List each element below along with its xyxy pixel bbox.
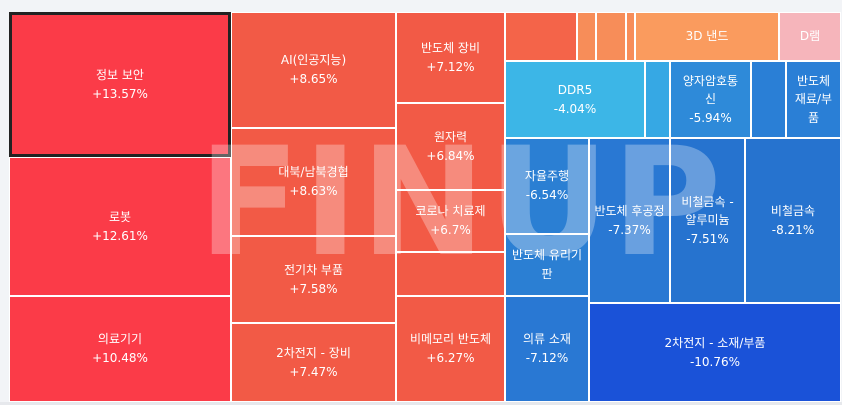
- tile-change: -10.76%: [689, 354, 741, 369]
- tile-change: +8.63%: [289, 184, 338, 198]
- tile-name: 원자력: [433, 129, 468, 144]
- treemap-tile-info-security[interactable]: 정보 보안 +13.57%: [9, 12, 231, 157]
- treemap-tile-3d-nand[interactable]: 3D 낸드: [635, 12, 779, 61]
- tile-change: -7.12%: [525, 351, 569, 365]
- treemap-tile-semi-backend[interactable]: 반도체 후공정 -7.37%: [589, 138, 670, 303]
- tile-change: -8.21%: [771, 222, 815, 237]
- tile-name: AI(인공지능): [280, 53, 347, 68]
- treemap-tile-ev-parts[interactable]: 전기차 부품 +7.58%: [231, 236, 396, 323]
- tile-name: 의류 소재: [523, 332, 571, 347]
- tile-change: +7.47%: [289, 364, 338, 379]
- treemap-tile-small-3[interactable]: [596, 12, 626, 61]
- treemap-tile-small-7[interactable]: [751, 61, 786, 138]
- tile-name: 반도체 후공정: [594, 203, 665, 218]
- tile-name: 2차전지 - 장비: [276, 345, 351, 360]
- treemap-tile-north-korea[interactable]: 대북/남북경협 +8.63%: [231, 128, 396, 236]
- treemap-tile-small-2[interactable]: [577, 12, 596, 61]
- tile-name: 정보 보안: [96, 67, 144, 82]
- tile-name: 2차전지 - 소재/부품: [664, 335, 766, 350]
- tile-change: -6.54%: [525, 188, 569, 202]
- treemap-tile-semi-material[interactable]: 반도체 재료/부품: [786, 61, 841, 138]
- tile-name: 양자암호통신: [682, 73, 739, 107]
- tile-name: 전기차 부품: [283, 262, 343, 277]
- treemap-tile-autonomous[interactable]: 자율주행 -6.54%: [505, 138, 589, 234]
- tile-name: 비철금속: [770, 203, 816, 218]
- tile-change: +6.27%: [426, 351, 475, 365]
- treemap-tile-covid[interactable]: 코로나 치료제 +6.7%: [396, 190, 505, 252]
- treemap-tile-nuclear[interactable]: 원자력 +6.84%: [396, 103, 505, 190]
- tile-name: 반도체 장비: [420, 40, 480, 55]
- treemap-tile-robot[interactable]: 로봇 +12.61%: [9, 157, 231, 296]
- treemap-tile-battery-equip[interactable]: 2차전지 - 장비 +7.47%: [231, 323, 396, 402]
- tile-name: 비메모리 반도체: [409, 332, 492, 347]
- treemap-tile-semi-equip[interactable]: 반도체 장비 +7.12%: [396, 12, 505, 103]
- treemap-tile-small-1[interactable]: [505, 12, 577, 61]
- treemap-tile-medical-device[interactable]: 의료기기 +10.48%: [9, 296, 231, 402]
- tile-change: -5.94%: [689, 110, 732, 125]
- tile-name: 비철금속 - 알루미늄: [681, 194, 734, 228]
- treemap-tile-semi-glass[interactable]: 반도체 유리기판: [505, 234, 589, 296]
- tile-change: +7.58%: [289, 281, 338, 296]
- treemap-tile-non-memory[interactable]: 비메모리 반도체 +6.27%: [396, 296, 505, 402]
- treemap-tile-textile[interactable]: 의류 소재 -7.12%: [505, 296, 589, 402]
- treemap-tile-battery-material[interactable]: 2차전지 - 소재/부품 -10.76%: [589, 303, 841, 402]
- tile-name: 의료기기: [97, 332, 143, 347]
- treemap-tile-non-ferrous[interactable]: 비철금속 -8.21%: [745, 138, 841, 303]
- tile-name: DDR5: [557, 82, 593, 97]
- tile-change: +6.84%: [426, 148, 475, 163]
- tile-name: 로봇: [108, 209, 132, 224]
- tile-change: +8.65%: [289, 72, 338, 86]
- treemap-tile-non-ferrous-al[interactable]: 비철금속 - 알루미늄 -7.51%: [670, 138, 745, 303]
- treemap-tile-ai[interactable]: AI(인공지능) +8.65%: [231, 12, 396, 128]
- treemap-tile-ddr5[interactable]: DDR5 -4.04%: [505, 61, 645, 138]
- tile-name: 코로나 치료제: [415, 204, 486, 219]
- tile-name: 반도체 재료/부품: [794, 73, 833, 125]
- tile-name: 반도체 유리기판: [511, 248, 583, 281]
- tile-name: 자율주행: [524, 169, 570, 184]
- tile-change: +6.7%: [430, 223, 471, 237]
- tile-change: +12.61%: [92, 228, 148, 243]
- tile-change: -4.04%: [553, 101, 597, 116]
- tile-change: +10.48%: [92, 351, 148, 365]
- tile-change: -7.37%: [608, 222, 651, 237]
- treemap-tile-misc-1[interactable]: [396, 252, 505, 296]
- bottom-divider: [0, 402, 842, 405]
- tile-name: 대북/남북경협: [278, 165, 349, 180]
- tile-change: -7.51%: [686, 231, 729, 246]
- tile-change: +7.12%: [426, 59, 475, 74]
- tile-name: 3D 낸드: [685, 29, 729, 44]
- treemap-tile-dram[interactable]: D램: [779, 12, 841, 61]
- treemap-tile-small-4[interactable]: [626, 12, 635, 61]
- tile-change: +13.57%: [92, 86, 148, 101]
- tile-name: D램: [799, 29, 821, 44]
- treemap-tile-small-6[interactable]: [645, 61, 670, 138]
- treemap-tile-quantum[interactable]: 양자암호통신 -5.94%: [670, 61, 751, 138]
